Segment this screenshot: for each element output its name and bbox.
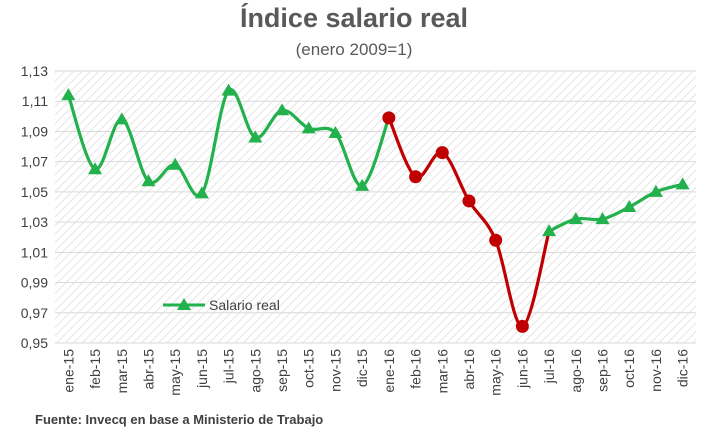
data-point-marker [88,162,103,175]
data-point-marker [275,103,290,116]
x-tick-label: feb-15 [87,349,103,389]
x-tick-label: nov-15 [327,349,343,392]
legend: Salario real [163,297,280,313]
data-point-marker [622,200,637,212]
y-tick-label: 1,05 [21,184,48,200]
x-tick-label: mar-15 [114,349,130,394]
data-point-marker [355,178,370,191]
y-tick-label: 1,03 [21,214,48,230]
y-tick-label: 1,13 [21,63,48,79]
x-tick-label: may-16 [488,349,504,396]
data-point-marker-red [435,146,449,160]
x-tick-label: sep-15 [274,349,290,392]
x-tick-label: ene-15 [60,349,76,393]
y-tick-label: 1,09 [21,123,48,139]
data-point-marker-red [462,194,476,208]
data-point-marker [328,125,343,138]
data-point-marker [168,157,183,170]
legend-marker [177,298,191,310]
data-point-marker [114,112,129,125]
x-tick-label: jul-16 [541,349,557,384]
x-tick-label: may-15 [167,349,183,396]
x-tick-label: jun-16 [514,349,530,389]
x-tick-label: ago-15 [247,349,263,393]
data-point-marker [542,224,557,237]
x-tick-label: dic-15 [354,349,370,387]
x-tick-label: sep-16 [595,349,611,392]
x-tick-label: ene-16 [381,349,397,393]
data-point-marker [595,212,610,225]
y-tick-label: 0,97 [21,305,48,321]
x-tick-label: oct-15 [301,349,317,388]
y-tick-label: 0,99 [21,275,48,291]
y-tick-label: 1,01 [21,244,48,260]
y-tick-label: 0,95 [21,335,48,351]
x-tick-label: nov-16 [648,349,664,392]
x-axis-ticks: ene-15 feb-15 mar-15 abr-15 may-15 jun-15 jul-… [60,349,690,396]
legend-label: Salario real [209,297,280,313]
data-point-marker [568,212,583,225]
source-note: Fuente: Invecq en base a Ministerio de T… [35,412,324,427]
x-tick-label: dic-16 [675,349,691,387]
x-tick-label: abr-16 [461,349,477,390]
data-point-marker-red [409,170,423,184]
x-tick-label: jun-15 [194,349,210,389]
x-tick-label: mar-16 [434,349,450,394]
plot-area [55,71,696,343]
data-point-marker [248,130,263,143]
data-point-marker [648,184,663,197]
data-point-marker [61,88,76,101]
data-point-marker-red [515,319,529,333]
data-point-marker [194,186,209,199]
x-tick-label: ago-16 [568,349,584,393]
data-point-marker [301,121,316,134]
chart-subtitle: (enero 2009=1) [295,40,413,59]
x-tick-label: feb-16 [408,349,424,389]
y-tick-label: 1,07 [21,154,48,170]
y-axis-ticks: 0,95 0,97 0,99 1,01 1,03 1,05 1,07 1,09 1,11 1,13 [21,63,48,351]
data-point-marker-red [489,233,503,247]
data-point-marker [221,83,236,96]
data-point-marker [141,174,156,187]
chart-title: Índice salario real [239,3,469,33]
data-point-marker-red [382,111,396,125]
x-tick-label: jul-15 [221,349,237,384]
series-markers [61,83,690,333]
x-tick-label: abr-15 [140,349,156,390]
x-tick-label: oct-16 [621,349,637,388]
data-point-marker [675,177,690,190]
y-tick-label: 1,11 [22,93,48,109]
